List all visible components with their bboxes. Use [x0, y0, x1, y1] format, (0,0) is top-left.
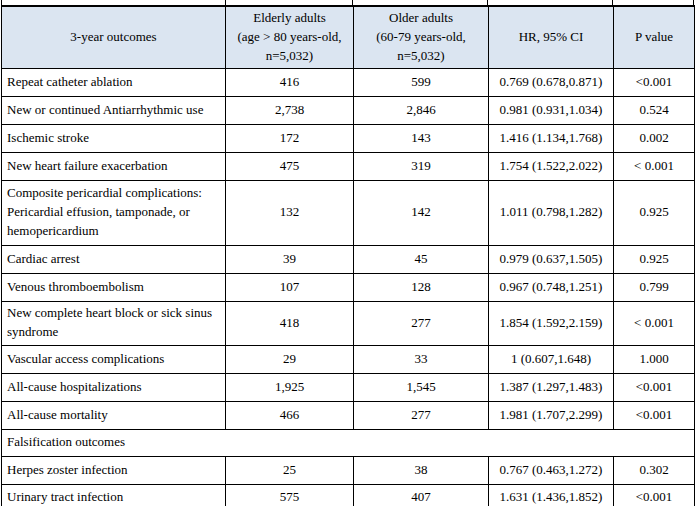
older-count-cell: 1,545	[354, 373, 489, 401]
elderly-count-cell: 2,738	[226, 96, 354, 124]
older-count-cell: 277	[354, 301, 489, 345]
hr-cell: 1.981 (1.707,2.299)	[489, 401, 614, 429]
older-count-cell: 38	[354, 456, 489, 484]
hr-cell: 1.754 (1.522,2.022)	[489, 152, 614, 180]
pvalue-cell: 0.302	[614, 456, 695, 484]
outcome-cell: New complete heart block or sick sinus s…	[2, 301, 226, 345]
pvalue-cell: <0.001	[614, 373, 695, 401]
hr-cell: 1.387 (1.297,1.483)	[489, 373, 614, 401]
hr-cell: 1.631 (1.436,1.852)	[489, 484, 614, 506]
outcome-cell: Repeat catheter ablation	[2, 68, 226, 96]
older-count-cell: 143	[354, 124, 489, 152]
pvalue-cell: <0.001	[614, 484, 695, 506]
table-row: Vascular access complications 29 33 1 (0…	[2, 345, 695, 373]
elderly-count-cell: 29	[226, 345, 354, 373]
outcome-cell: Urinary tract infection	[2, 484, 226, 506]
older-count-cell: 2,846	[354, 96, 489, 124]
elderly-count-cell: 418	[226, 301, 354, 345]
older-count-cell: 128	[354, 273, 489, 301]
older-count-cell: 142	[354, 180, 489, 245]
hr-cell: 1.011 (0.798,1.282)	[489, 180, 614, 245]
pvalue-cell: < 0.001	[614, 152, 695, 180]
section-label: Falsification outcomes	[2, 429, 695, 456]
table-row: Composite pericardial complications: Per…	[2, 180, 695, 245]
older-count-cell: 45	[354, 245, 489, 273]
column-header-outcomes: 3-year outcomes	[2, 6, 226, 68]
pvalue-cell: <0.001	[614, 401, 695, 429]
older-count-cell: 599	[354, 68, 489, 96]
elderly-count-cell: 107	[226, 273, 354, 301]
outcomes-table: 3-year outcomes Elderly adults (age > 80…	[1, 5, 695, 506]
table-row: Urinary tract infection 575 407 1.631 (1…	[2, 484, 695, 506]
table-row: Repeat catheter ablation 416 599 0.769 (…	[2, 68, 695, 96]
outcome-cell: All-cause hospitalizations	[2, 373, 226, 401]
column-header-elderly: Elderly adults (age > 80 years-old, n=5,…	[226, 6, 354, 68]
outcome-cell: Herpes zoster infection	[2, 456, 226, 484]
pvalue-cell: 0.925	[614, 245, 695, 273]
cropped-row-sliver	[1, 0, 694, 5]
pvalue-cell: <0.001	[614, 68, 695, 96]
outcome-cell: Cardiac arrest	[2, 245, 226, 273]
table-row: New heart failure exacerbation 475 319 1…	[2, 152, 695, 180]
hr-cell: 0.767 (0.463,1.272)	[489, 456, 614, 484]
table-row: All-cause mortality 466 277 1.981 (1.707…	[2, 401, 695, 429]
page: 3-year outcomes Elderly adults (age > 80…	[0, 0, 695, 506]
pvalue-cell: 0.799	[614, 273, 695, 301]
older-count-cell: 407	[354, 484, 489, 506]
outcome-cell: New or continued Antiarrhythmic use	[2, 96, 226, 124]
pvalue-cell: 0.925	[614, 180, 695, 245]
column-header-older: Older adults (60-79 years-old, n=5,032)	[354, 6, 489, 68]
table-row: New or continued Antiarrhythmic use 2,73…	[2, 96, 695, 124]
outcome-cell: New heart failure exacerbation	[2, 152, 226, 180]
hr-cell: 0.979 (0.637,1.505)	[489, 245, 614, 273]
elderly-count-cell: 475	[226, 152, 354, 180]
hr-cell: 0.769 (0.678,0.871)	[489, 68, 614, 96]
table-row: New complete heart block or sick sinus s…	[2, 301, 695, 345]
elderly-count-cell: 1,925	[226, 373, 354, 401]
outcome-cell: Vascular access complications	[2, 345, 226, 373]
hr-cell: 1 (0.607,1.648)	[489, 345, 614, 373]
elderly-count-cell: 39	[226, 245, 354, 273]
table-row: Ischemic stroke 172 143 1.416 (1.134,1.7…	[2, 124, 695, 152]
hr-cell: 1.854 (1.592,2.159)	[489, 301, 614, 345]
hr-cell: 0.967 (0.748,1.251)	[489, 273, 614, 301]
elderly-count-cell: 172	[226, 124, 354, 152]
column-header-pvalue: P value	[614, 6, 695, 68]
elderly-count-cell: 575	[226, 484, 354, 506]
outcome-cell: Venous thromboembolism	[2, 273, 226, 301]
header-row: 3-year outcomes Elderly adults (age > 80…	[2, 6, 695, 68]
elderly-count-cell: 25	[226, 456, 354, 484]
table-row: All-cause hospitalizations 1,925 1,545 1…	[2, 373, 695, 401]
elderly-count-cell: 416	[226, 68, 354, 96]
pvalue-cell: < 0.001	[614, 301, 695, 345]
section-row-falsification: Falsification outcomes	[2, 429, 695, 456]
hr-cell: 1.416 (1.134,1.768)	[489, 124, 614, 152]
outcome-cell: All-cause mortality	[2, 401, 226, 429]
pvalue-cell: 1.000	[614, 345, 695, 373]
pvalue-cell: 0.524	[614, 96, 695, 124]
older-count-cell: 33	[354, 345, 489, 373]
elderly-count-cell: 466	[226, 401, 354, 429]
table-row: Venous thromboembolism 107 128 0.967 (0.…	[2, 273, 695, 301]
table-row: Cardiac arrest 39 45 0.979 (0.637,1.505)…	[2, 245, 695, 273]
hr-cell: 0.981 (0.931,1.034)	[489, 96, 614, 124]
column-header-hr: HR, 95% CI	[489, 6, 614, 68]
outcome-cell: Composite pericardial complications: Per…	[2, 180, 226, 245]
table-row: Herpes zoster infection 25 38 0.767 (0.4…	[2, 456, 695, 484]
older-count-cell: 319	[354, 152, 489, 180]
elderly-count-cell: 132	[226, 180, 354, 245]
older-count-cell: 277	[354, 401, 489, 429]
outcome-cell: Ischemic stroke	[2, 124, 226, 152]
pvalue-cell: 0.002	[614, 124, 695, 152]
